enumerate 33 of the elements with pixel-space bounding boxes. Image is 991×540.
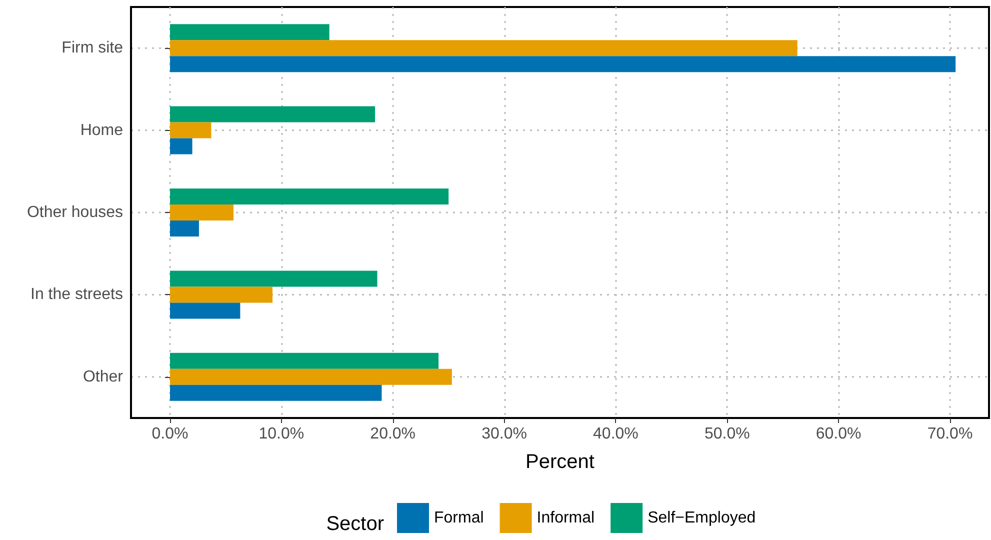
bar <box>170 40 798 56</box>
bar <box>170 270 378 287</box>
bar <box>170 368 452 385</box>
bar <box>170 24 330 40</box>
y-tick-label: Other houses <box>26 204 123 221</box>
bar <box>170 56 956 72</box>
y-tick-label: Firm site <box>62 40 124 57</box>
x-tick-label: 40.0% <box>593 426 638 442</box>
x-tick-label: 50.0% <box>704 426 750 442</box>
legend-label: Self−Employed <box>648 510 756 526</box>
bar <box>170 188 449 204</box>
bar <box>170 286 273 303</box>
x-axis-title: Percent <box>526 451 595 473</box>
legend-title: Sector <box>326 513 384 535</box>
bar <box>170 220 199 236</box>
bar <box>170 122 212 138</box>
bar <box>170 302 240 319</box>
y-tick-label: Home <box>80 122 124 139</box>
legend-label: Formal <box>434 510 484 526</box>
bar <box>170 106 376 122</box>
x-tick-label: 0.0% <box>152 426 188 442</box>
y-tick-label: Other <box>82 368 124 386</box>
y-tick-label: In the streets <box>30 286 123 304</box>
bar <box>170 204 234 220</box>
x-tick-label: 20.0% <box>370 426 416 442</box>
legend-label: Informal <box>536 510 595 526</box>
bar <box>170 352 439 369</box>
x-tick-label: 30.0% <box>482 426 527 442</box>
x-tick-label: 60.0% <box>816 426 862 442</box>
x-tick-label: 70.0% <box>927 426 973 442</box>
bar <box>170 384 382 401</box>
x-tick-label: 10.0% <box>258 426 304 442</box>
bar <box>170 138 192 154</box>
